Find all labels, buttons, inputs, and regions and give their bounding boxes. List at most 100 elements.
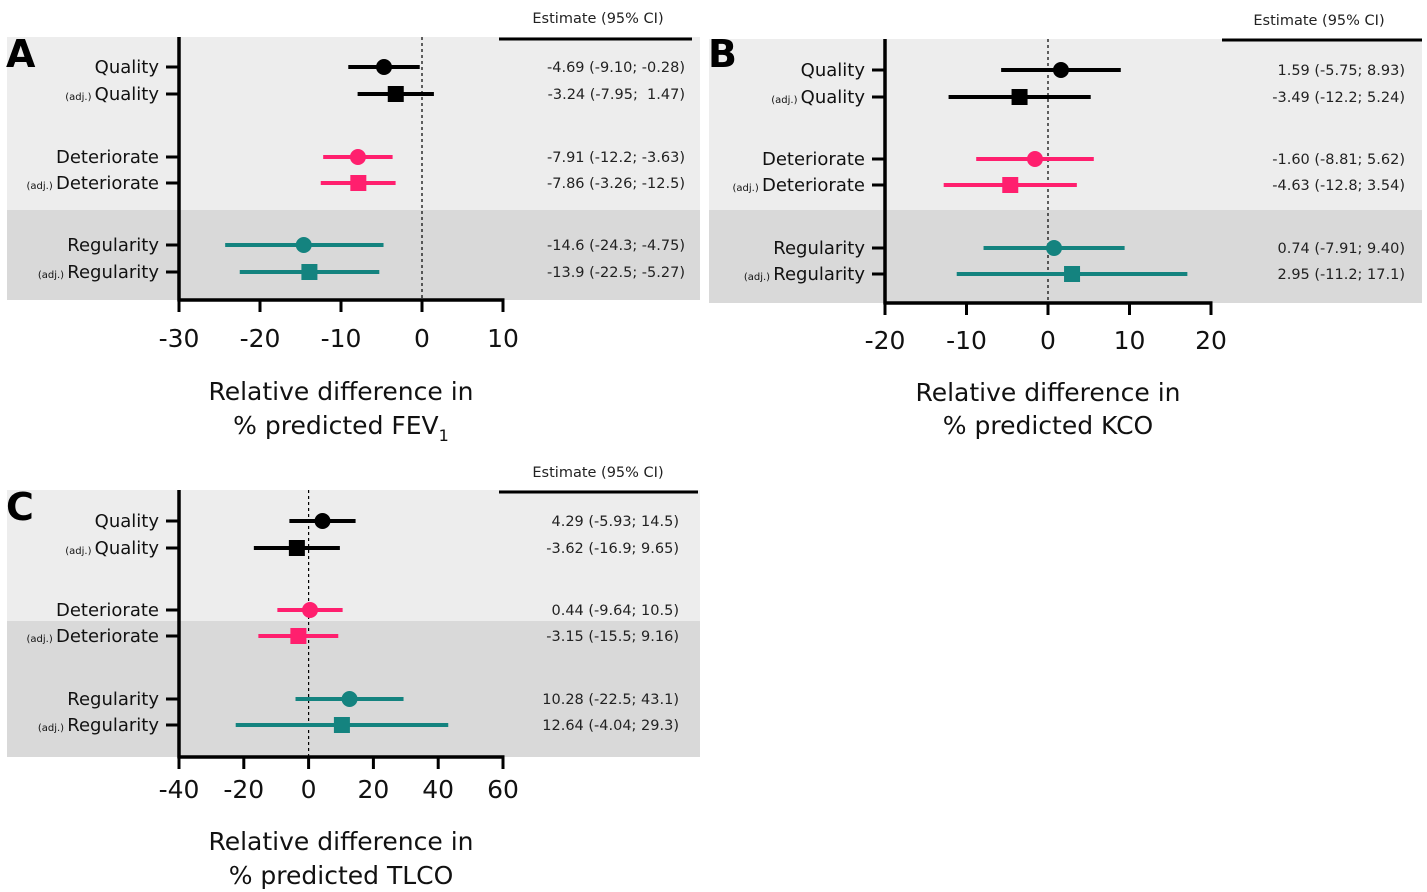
x-axis-title-line2: % predicted FEV1: [233, 411, 449, 445]
row-label: (adj.) Regularity: [38, 715, 160, 736]
background-band-dark: [709, 210, 1422, 303]
row-label: (adj.) Quality: [65, 84, 159, 105]
panel-letter: A: [6, 32, 36, 76]
background-band-dark: [7, 210, 700, 300]
estimate-point-adjusted-deteriorate: [350, 175, 367, 191]
background-band-light: [7, 490, 700, 621]
row-label: (adj.) Deteriorate: [27, 173, 159, 194]
estimate-point-quality: [314, 513, 331, 529]
estimate-point-adjusted-regularity: [301, 264, 318, 280]
estimate-ci-text: -4.63 (-12.8; 3.54): [1272, 178, 1405, 194]
estimate-ci-text: -7.86 (-3.26; -12.5): [547, 176, 685, 192]
row-label: Deteriorate: [56, 147, 159, 168]
row-label: Regularity: [773, 238, 865, 259]
estimate-point-adjusted-quality: [387, 86, 404, 102]
estimate-point-adjusted-deteriorate: [290, 628, 307, 644]
x-tick-label: -40: [159, 775, 200, 804]
x-axis-title-subscript: 1: [439, 426, 449, 445]
row-label: (adj.) Regularity: [744, 264, 866, 285]
estimate-ci-text: -4.69 (-9.10; -0.28): [547, 60, 685, 76]
panel-letter: C: [6, 485, 34, 529]
estimate-point-quality: [376, 59, 393, 75]
x-tick-label: 10: [487, 324, 519, 353]
row-label: (adj.) Regularity: [38, 262, 160, 283]
background-band-dark: [7, 621, 700, 757]
x-axis-title-line2: % predicted KCO: [943, 411, 1153, 440]
estimate-ci-text: -1.60 (-8.81; 5.62): [1272, 152, 1405, 168]
estimate-point-regularity: [295, 237, 312, 253]
x-tick-label: -10: [321, 324, 362, 353]
estimate-header: Estimate (95% CI): [532, 465, 663, 481]
estimate-point-adjusted-regularity: [333, 717, 350, 733]
row-label: Regularity: [67, 689, 159, 710]
row-label: (adj.) Deteriorate: [27, 626, 159, 647]
adjusted-prefix: (adj.): [744, 272, 773, 283]
estimate-ci-text: -3.15 (-15.5; 9.16): [546, 629, 679, 645]
x-tick-label: -20: [240, 324, 281, 353]
row-label: Deteriorate: [762, 149, 865, 170]
x-axis-title-line2: % predicted TLCO: [229, 861, 454, 890]
estimate-ci-text: 0.44 (-9.64; 10.5): [551, 603, 679, 619]
x-tick-label: 20: [1195, 326, 1227, 355]
x-tick-label: 0: [301, 775, 317, 804]
estimate-point-deteriorate: [302, 602, 319, 618]
estimate-point-regularity: [341, 691, 358, 707]
adjusted-prefix: (adj.): [733, 183, 762, 194]
adjusted-prefix: (adj.): [27, 181, 56, 192]
estimate-ci-text: 1.59 (-5.75; 8.93): [1277, 63, 1405, 79]
estimate-header: Estimate (95% CI): [532, 11, 663, 27]
x-tick-label: 40: [422, 775, 454, 804]
estimate-ci-text: 0.74 (-7.91; 9.40): [1277, 241, 1405, 257]
estimate-ci-text: 10.28 (-22.5; 43.1): [542, 692, 679, 708]
adjusted-prefix: (adj.): [38, 270, 67, 281]
estimate-header: Estimate (95% CI): [1253, 13, 1384, 29]
x-tick-label: -10: [946, 326, 987, 355]
adjusted-prefix: (adj.): [65, 92, 94, 103]
adjusted-prefix: (adj.): [771, 95, 800, 106]
estimate-ci-text: -3.24 (-7.95; 1.47): [548, 87, 685, 103]
estimate-point-quality: [1052, 62, 1069, 78]
row-label: Regularity: [67, 235, 159, 256]
row-label: (adj.) Deteriorate: [733, 175, 865, 196]
row-label: (adj.) Quality: [65, 538, 159, 559]
panel-letter: B: [708, 32, 737, 76]
x-tick-label: 60: [487, 775, 519, 804]
x-tick-label: -30: [159, 324, 200, 353]
estimate-point-regularity: [1046, 240, 1063, 256]
panel-b: Estimate (95% CI) B -20 -10 0 10 20 Relative di…: [708, 13, 1422, 440]
estimate-ci-text: -3.49 (-12.2; 5.24): [1272, 90, 1405, 106]
row-label: Quality: [95, 511, 160, 532]
adjusted-prefix: (adj.): [38, 723, 67, 734]
x-axis-title-line1: Relative difference in: [208, 827, 473, 856]
panel-a: Estimate (95% CI) A -30 -20 -10 0 10 Relative d…: [6, 11, 700, 445]
x-tick-label: 20: [357, 775, 389, 804]
row-label: (adj.) Quality: [771, 87, 865, 108]
adjusted-prefix: (adj.): [27, 634, 56, 645]
x-tick-label: 0: [414, 324, 430, 353]
estimate-ci-text: -7.91 (-12.2; -3.63): [547, 150, 685, 166]
estimate-ci-text: 12.64 (-4.04; 29.3): [542, 718, 679, 734]
estimate-point-deteriorate: [1026, 151, 1043, 167]
x-tick-label: 0: [1040, 326, 1056, 355]
x-tick-label: 10: [1114, 326, 1146, 355]
x-axis-title-line1: Relative difference in: [208, 377, 473, 406]
x-axis-title-line1: Relative difference in: [915, 378, 1180, 407]
row-label: Deteriorate: [56, 600, 159, 621]
panel-c: Estimate (95% CI) C -40 -20 0 20 40 60 Relative …: [6, 465, 700, 890]
estimate-point-deteriorate: [349, 149, 366, 165]
estimate-ci-text: 4.29 (-5.93; 14.5): [551, 514, 679, 530]
estimate-point-adjusted-quality: [288, 540, 305, 556]
estimate-ci-text: -13.9 (-22.5; -5.27): [547, 265, 685, 281]
estimate-ci-text: 2.95 (-11.2; 17.1): [1277, 267, 1405, 283]
adjusted-prefix: (adj.): [65, 546, 94, 557]
x-tick-label: -20: [223, 775, 264, 804]
estimate-ci-text: -3.62 (-16.9; 9.65): [546, 541, 679, 557]
x-tick-label: -20: [865, 326, 906, 355]
estimate-point-adjusted-deteriorate: [1002, 177, 1019, 193]
estimate-point-adjusted-regularity: [1064, 266, 1081, 282]
estimate-point-adjusted-quality: [1011, 89, 1028, 105]
estimate-ci-text: -14.6 (-24.3; -4.75): [547, 238, 685, 254]
row-label: Quality: [801, 60, 866, 81]
row-label: Quality: [95, 57, 160, 78]
